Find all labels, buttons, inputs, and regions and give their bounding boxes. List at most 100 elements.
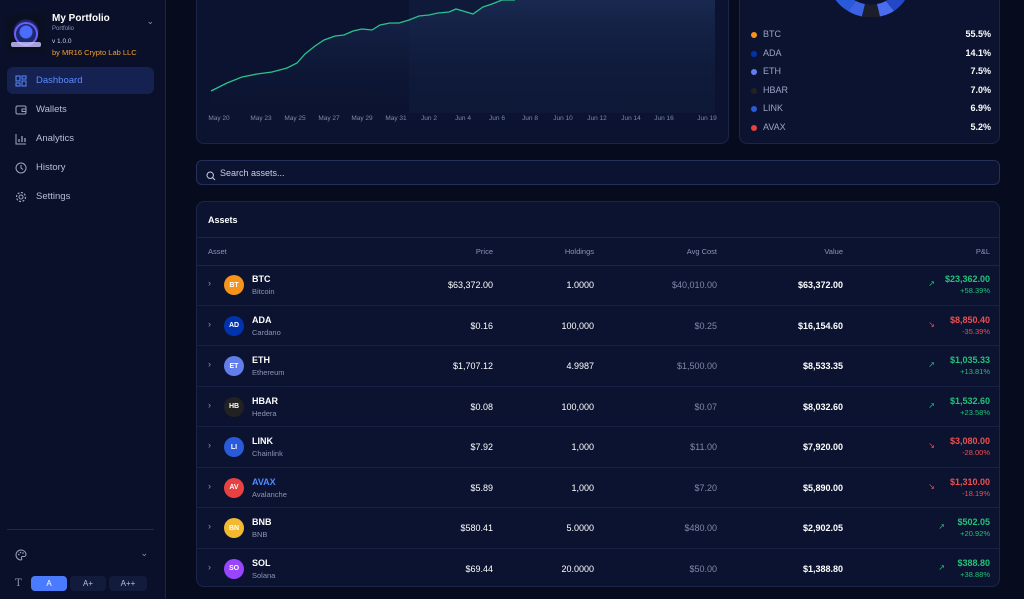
column-header-pnl[interactable]: P&L xyxy=(975,247,990,256)
asset-holdings: 5.0000 xyxy=(566,523,594,533)
asset-holdings: 1,000 xyxy=(571,482,594,493)
legend-dot xyxy=(751,106,757,113)
legend-label: ETH xyxy=(763,66,781,77)
search-bar xyxy=(196,160,1000,185)
asset-avg-cost: $40,010.00 xyxy=(671,280,717,290)
sidebar-item-dashboard[interactable]: Dashboard xyxy=(7,67,154,94)
table-row[interactable]: › AV AVAX Avalanche $5.89 1,000 $7.20 $5,890.00… xyxy=(197,468,999,508)
asset-holdings: 4.9987 xyxy=(566,361,594,371)
asset-avatar: SO xyxy=(224,558,244,579)
legend-dot xyxy=(751,87,757,94)
table-row[interactable]: › BT BTC Bitcoin $63,372.00 1.0000 $40,010.00 $… xyxy=(197,265,999,306)
asset-avg-cost: $1,500.00 xyxy=(676,361,717,371)
x-tick-label: Jun 12 xyxy=(587,115,607,122)
chevron-right-icon[interactable]: › xyxy=(208,318,211,329)
chevron-right-icon[interactable]: › xyxy=(208,480,211,491)
column-header-avg-cost[interactable]: Avg Cost xyxy=(686,247,717,256)
x-tick-label: Jun 2 xyxy=(421,115,437,122)
asset-holdings: 100,000 xyxy=(561,320,594,331)
theme-selector[interactable]: ⌄ xyxy=(7,548,154,562)
sidebar-footer: ⌄ T A A+ A++ xyxy=(7,529,154,591)
divider xyxy=(197,237,999,238)
legend-value: 7.5% xyxy=(970,66,991,77)
palette-icon xyxy=(15,548,27,566)
asset-name: Solana xyxy=(252,570,276,580)
trend-down-icon: ↘ xyxy=(928,481,935,491)
wallet-icon xyxy=(15,104,27,116)
pnl-amount: $1,035.33 xyxy=(949,355,990,365)
chevron-right-icon[interactable]: › xyxy=(208,561,211,572)
legend-label: LINK xyxy=(763,103,784,114)
search-input[interactable] xyxy=(220,161,990,184)
trend-down-icon: ↘ xyxy=(928,441,935,450)
asset-pnl: $8,850.40 -35.39% xyxy=(950,315,990,336)
asset-symbol: BNB xyxy=(252,517,272,527)
asset-value: $2,902.05 xyxy=(802,523,843,533)
asset-value: $16,154.60 xyxy=(797,320,843,331)
sidebar-item-history[interactable]: History xyxy=(7,154,154,181)
asset-value: $8,032.60 xyxy=(802,401,843,412)
table-row[interactable]: › LI LINK Chainlink $7.92 1,000 $11.00 $7,920.0… xyxy=(197,427,999,468)
asset-price: $7.92 xyxy=(470,442,493,452)
x-tick-label: Jun 8 xyxy=(522,115,538,122)
app-byline: by MR16 Crypto Lab LLC xyxy=(52,48,137,57)
bar-chart-icon xyxy=(15,133,27,145)
asset-avg-cost: $480.00 xyxy=(684,523,717,533)
asset-symbol: AVAX xyxy=(252,476,276,487)
column-header-value[interactable]: Value xyxy=(824,247,843,256)
column-header-holdings[interactable]: Holdings xyxy=(564,247,594,256)
legend-dot xyxy=(751,50,757,57)
table-header: Asset Price Holdings Avg Cost Value P&L xyxy=(197,238,999,266)
chevron-right-icon[interactable]: › xyxy=(208,359,211,369)
asset-name: Chainlink xyxy=(252,449,283,458)
font-size-small-button[interactable]: A xyxy=(31,576,67,591)
dashboard-icon xyxy=(15,75,27,87)
asset-holdings: 1,000 xyxy=(571,442,594,452)
asset-avg-cost: $0.25 xyxy=(694,320,717,331)
table-row[interactable]: › ET ETH Ethereum $1,707.12 4.9987 $1,500.00 $8… xyxy=(197,346,999,387)
column-header-price[interactable]: Price xyxy=(475,247,493,256)
trend-up-icon: ↗ xyxy=(928,360,935,369)
sidebar-item-label: History xyxy=(36,162,66,173)
pnl-amount: $23,362.00 xyxy=(944,274,990,284)
pnl-percent: +13.81% xyxy=(960,367,990,376)
table-row[interactable]: › AD ADA Cardano $0.16 100,000 $0.25 $16,154.60… xyxy=(197,306,999,346)
legend-dot xyxy=(751,124,757,131)
asset-pnl: $1,310.00 -18.19% xyxy=(950,477,990,498)
app-title: My Portfolio xyxy=(52,13,110,24)
chevron-down-icon[interactable]: ⌄ xyxy=(140,548,148,558)
pnl-percent: -28.00% xyxy=(962,448,990,457)
app-subtitle: Portfolio xyxy=(52,26,75,32)
trend-up-icon: ↗ xyxy=(928,279,935,288)
font-size-large-button[interactable]: A++ xyxy=(109,576,147,591)
trend-up-icon: ↗ xyxy=(928,400,935,410)
portfolio-chart-card: May 20 May 23 May 25 May 27 May 29 May 3… xyxy=(196,0,729,144)
asset-value: $7,920.00 xyxy=(802,442,843,452)
x-tick-label: May 27 xyxy=(318,115,340,122)
table-row[interactable]: › BN BNB BNB $580.41 5.0000 $480.00 $2,902.05 ↗ $… xyxy=(197,508,999,549)
legend-item: AVAX 5.2% xyxy=(751,121,991,140)
column-header-asset[interactable]: Asset xyxy=(208,247,227,256)
brand-header[interactable]: My Portfolio Portfolio v 1.0.0 by MR16 C… xyxy=(6,10,160,60)
asset-holdings: 1.0000 xyxy=(566,280,594,290)
asset-avg-cost: $50.00 xyxy=(689,563,717,574)
asset-avg-cost: $11.00 xyxy=(690,442,717,452)
chevron-right-icon[interactable]: › xyxy=(208,521,211,531)
table-row[interactable]: › HB HBAR Hedera $0.08 100,000 $0.07 $8,032.60 ↗… xyxy=(197,387,999,427)
asset-pnl: $1,035.33 +13.81% xyxy=(950,355,990,376)
table-row[interactable]: › SO SOL Solana $69.44 20.0000 $50.00 $1,388.80… xyxy=(197,549,999,587)
text-size-icon: T xyxy=(15,578,22,589)
asset-price: $0.16 xyxy=(470,320,493,331)
asset-symbol: ADA xyxy=(252,314,272,325)
chevron-right-icon[interactable]: › xyxy=(208,278,211,288)
asset-pnl: $388.80 +38.88% xyxy=(957,558,990,579)
chevron-down-icon[interactable]: ⌄ xyxy=(146,16,154,26)
sidebar-item-analytics[interactable]: Analytics xyxy=(7,125,154,152)
pnl-amount: $502.05 xyxy=(957,517,990,527)
font-size-medium-button[interactable]: A+ xyxy=(70,576,106,591)
asset-symbol: ETH xyxy=(252,355,270,365)
chevron-right-icon[interactable]: › xyxy=(208,440,211,450)
chevron-right-icon[interactable]: › xyxy=(208,399,211,410)
sidebar-item-settings[interactable]: Settings xyxy=(7,183,154,210)
sidebar-item-wallets[interactable]: Wallets xyxy=(7,96,154,123)
